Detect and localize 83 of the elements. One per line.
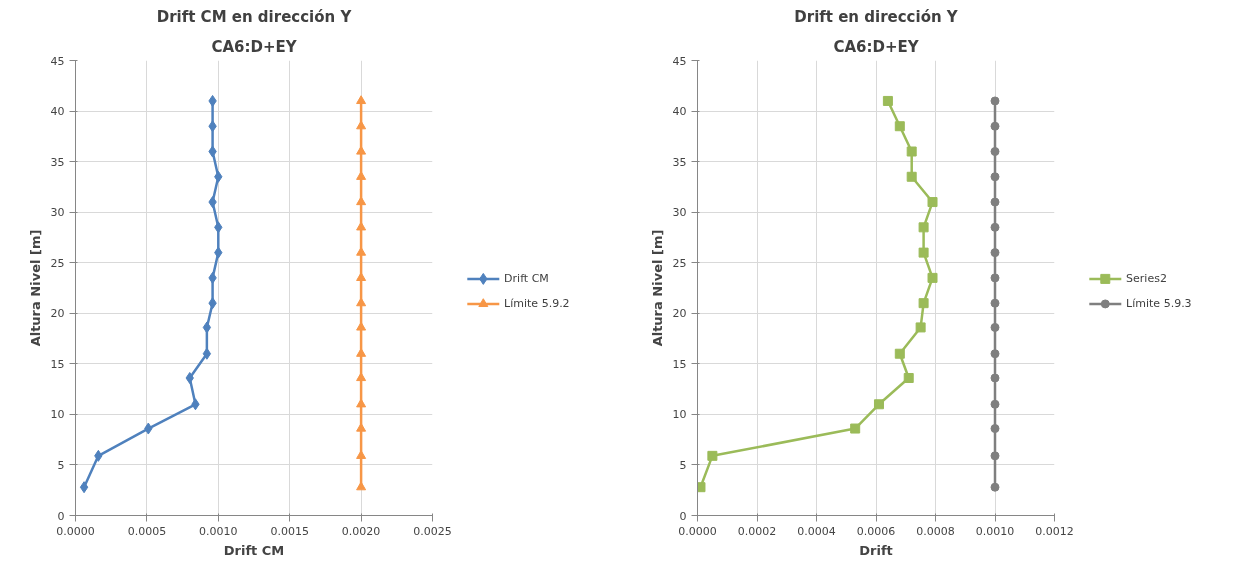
point — [990, 424, 1000, 434]
point — [873, 399, 884, 410]
point — [894, 121, 905, 132]
y-tick-label: 30 — [672, 206, 687, 220]
point — [990, 399, 1000, 409]
point — [990, 322, 1000, 332]
y-tick-label: 15 — [50, 357, 65, 371]
legend-label: Drift CM — [504, 272, 549, 286]
y-tick-label: 5 — [679, 458, 687, 472]
point — [697, 482, 706, 493]
point — [903, 372, 914, 383]
y-axis-title: Altura Nivel [m] — [649, 229, 665, 347]
point — [918, 222, 929, 233]
y-tick-label: 25 — [50, 256, 65, 270]
x-tick-label: 0.0000 — [678, 524, 717, 538]
y-tick-label: 5 — [57, 458, 65, 472]
y-tick-label: 30 — [50, 206, 65, 220]
x-axis-title: Drift — [859, 542, 893, 558]
point — [906, 171, 917, 182]
y-tick-label: 35 — [672, 155, 687, 169]
point — [990, 96, 1000, 106]
y-tick-label: 40 — [672, 105, 687, 119]
y-tick-label: 20 — [50, 307, 65, 321]
x-tick-label: 0.0015 — [270, 524, 309, 538]
point — [707, 450, 718, 461]
point — [990, 248, 1000, 258]
x-tick-label: 0.0008 — [916, 524, 955, 538]
point — [356, 171, 367, 180]
y-tick-label: 0 — [679, 509, 687, 523]
x-tick-label: 0.0020 — [341, 524, 381, 538]
x-tick-label: 0.0004 — [797, 524, 836, 538]
x-tick-label: 0.0010 — [199, 524, 238, 538]
point — [906, 146, 917, 157]
y-tick-label: 20 — [672, 307, 687, 321]
x-axis-title: Drift CM — [223, 542, 285, 558]
y-tick-label: 10 — [672, 408, 687, 422]
point — [850, 423, 861, 434]
legend-label: Límite 5.9.3 — [1126, 297, 1192, 311]
chart-subtitle: CA6:D+EY — [211, 37, 298, 56]
y-tick-label: 10 — [50, 408, 65, 422]
point — [927, 272, 938, 283]
point — [918, 247, 929, 258]
point — [990, 373, 1000, 383]
point — [356, 348, 367, 357]
y-tick-label: 15 — [672, 357, 687, 371]
chart-title: Drift CM en dirección Y — [156, 7, 353, 26]
point — [990, 172, 1000, 182]
x-tick-label: 0.0002 — [737, 524, 777, 538]
chart-title: Drift en dirección Y — [794, 7, 959, 26]
point — [79, 481, 89, 494]
y-tick-label: 45 — [50, 54, 65, 68]
x-tick-label: 0.0010 — [975, 524, 1015, 538]
y-axis-title: Altura Nivel [m] — [27, 229, 43, 347]
y-tick-label: 0 — [57, 509, 65, 523]
x-tick-label: 0.0006 — [856, 524, 896, 538]
legend-label: Límite 5.9.2 — [504, 297, 570, 311]
point — [356, 450, 367, 459]
point — [990, 121, 1000, 131]
point — [356, 272, 367, 281]
point — [990, 482, 1000, 492]
point — [990, 197, 1000, 207]
y-tick-label: 25 — [672, 256, 687, 270]
chart-subtitle: CA6:D+EY — [833, 37, 920, 56]
point — [990, 451, 1000, 461]
x-tick-label: 0.0012 — [1035, 524, 1074, 538]
point — [882, 95, 893, 106]
point — [990, 222, 1000, 232]
point — [918, 298, 929, 309]
point — [915, 322, 926, 333]
point — [990, 349, 1000, 359]
x-tick-label: 0.0005 — [127, 524, 167, 538]
y-tick-label: 35 — [50, 155, 65, 169]
x-tick-label: 0.0025 — [413, 524, 452, 538]
point — [990, 273, 1000, 283]
y-tick-label: 45 — [672, 54, 687, 68]
point — [356, 95, 367, 105]
y-tick-label: 40 — [50, 105, 65, 119]
point — [990, 147, 1000, 156]
point — [894, 348, 905, 359]
point — [990, 298, 1000, 308]
point — [927, 197, 938, 208]
legend-label: Series2 — [1126, 272, 1167, 286]
x-tick-label: 0.0000 — [56, 524, 95, 538]
